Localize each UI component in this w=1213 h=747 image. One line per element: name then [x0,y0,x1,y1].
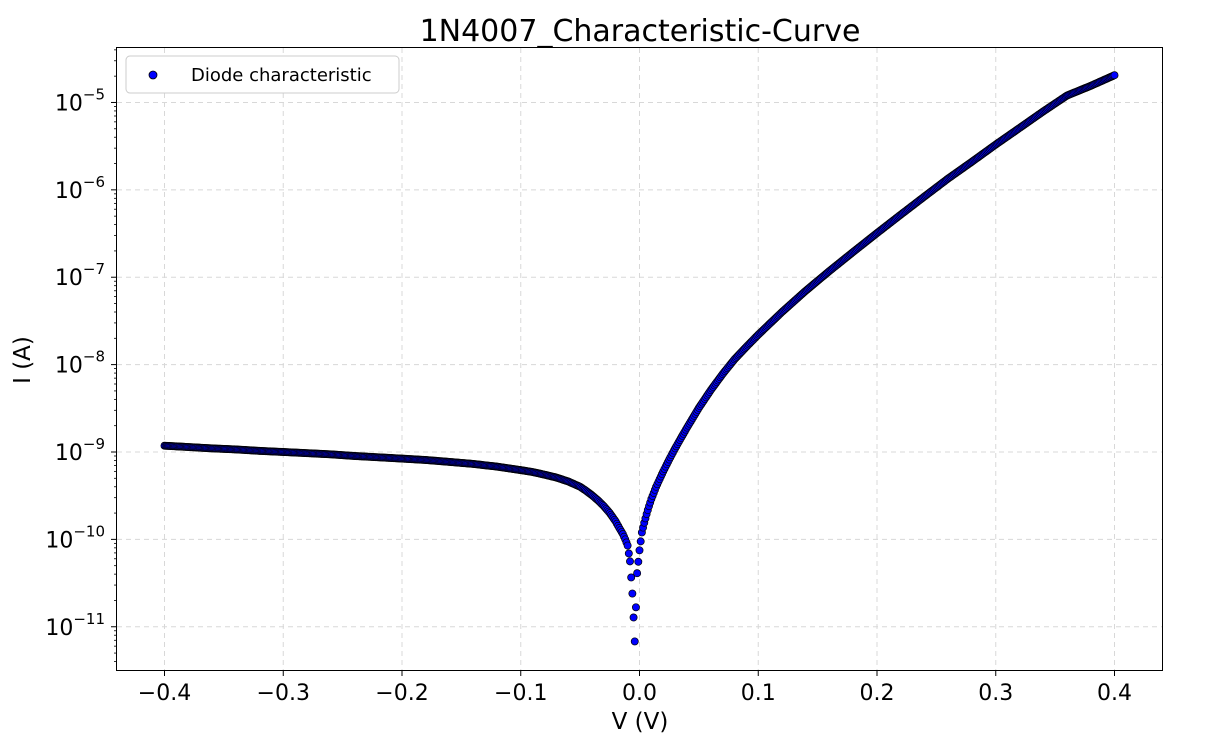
data-point [628,589,637,598]
data-point [635,546,644,555]
data-points [160,71,1119,646]
y-axis: 10−11 10−10 10−9 10−8 10−7 10−6 10−5 [45,49,117,662]
y-tick-label: 10−8 [55,348,105,379]
y-tick-label: 10−9 [55,435,105,466]
data-point [626,557,634,566]
x-axis-label: V (V) [612,709,669,735]
legend: Diode characteristic [125,55,400,94]
y-tick-label: 10−5 [55,85,105,116]
x-tick-label: 0.2 [860,681,895,706]
data-point [629,613,638,622]
y-tick-label: 10−7 [55,260,105,291]
data-point [623,541,632,550]
y-tick-label: 10−11 [45,610,105,641]
y-axis-label: I (A) [10,336,36,384]
x-tick-label: −0.1 [494,681,547,706]
legend-label: Diode characteristic [191,65,372,86]
data-point [634,557,643,566]
data-point [630,637,639,646]
x-tick-label: 0.3 [978,681,1013,706]
data-point [631,603,640,612]
grid [117,48,1162,670]
x-tick-label: −0.3 [257,681,310,706]
x-axis: −0.4 −0.3 −0.2 −0.1 0.0 0.1 0.2 0.3 0.4 [138,670,1132,706]
x-tick-label: 0.0 [622,681,657,706]
y-tick-label: 10−10 [45,522,105,553]
x-tick-label: −0.2 [375,681,428,706]
data-point [636,537,645,546]
data-point [633,569,642,578]
x-tick-label: −0.4 [138,681,191,706]
data-point [624,549,633,558]
chart-title: 1N4007_Characteristic-Curve [420,14,861,49]
legend-box [125,55,400,94]
x-tick-label: 0.1 [741,681,776,706]
data-point [627,573,636,582]
legend-marker [148,70,158,80]
data-point [1110,71,1119,80]
y-tick-label: 10−6 [55,173,105,204]
x-tick-label: 0.4 [1097,681,1132,706]
